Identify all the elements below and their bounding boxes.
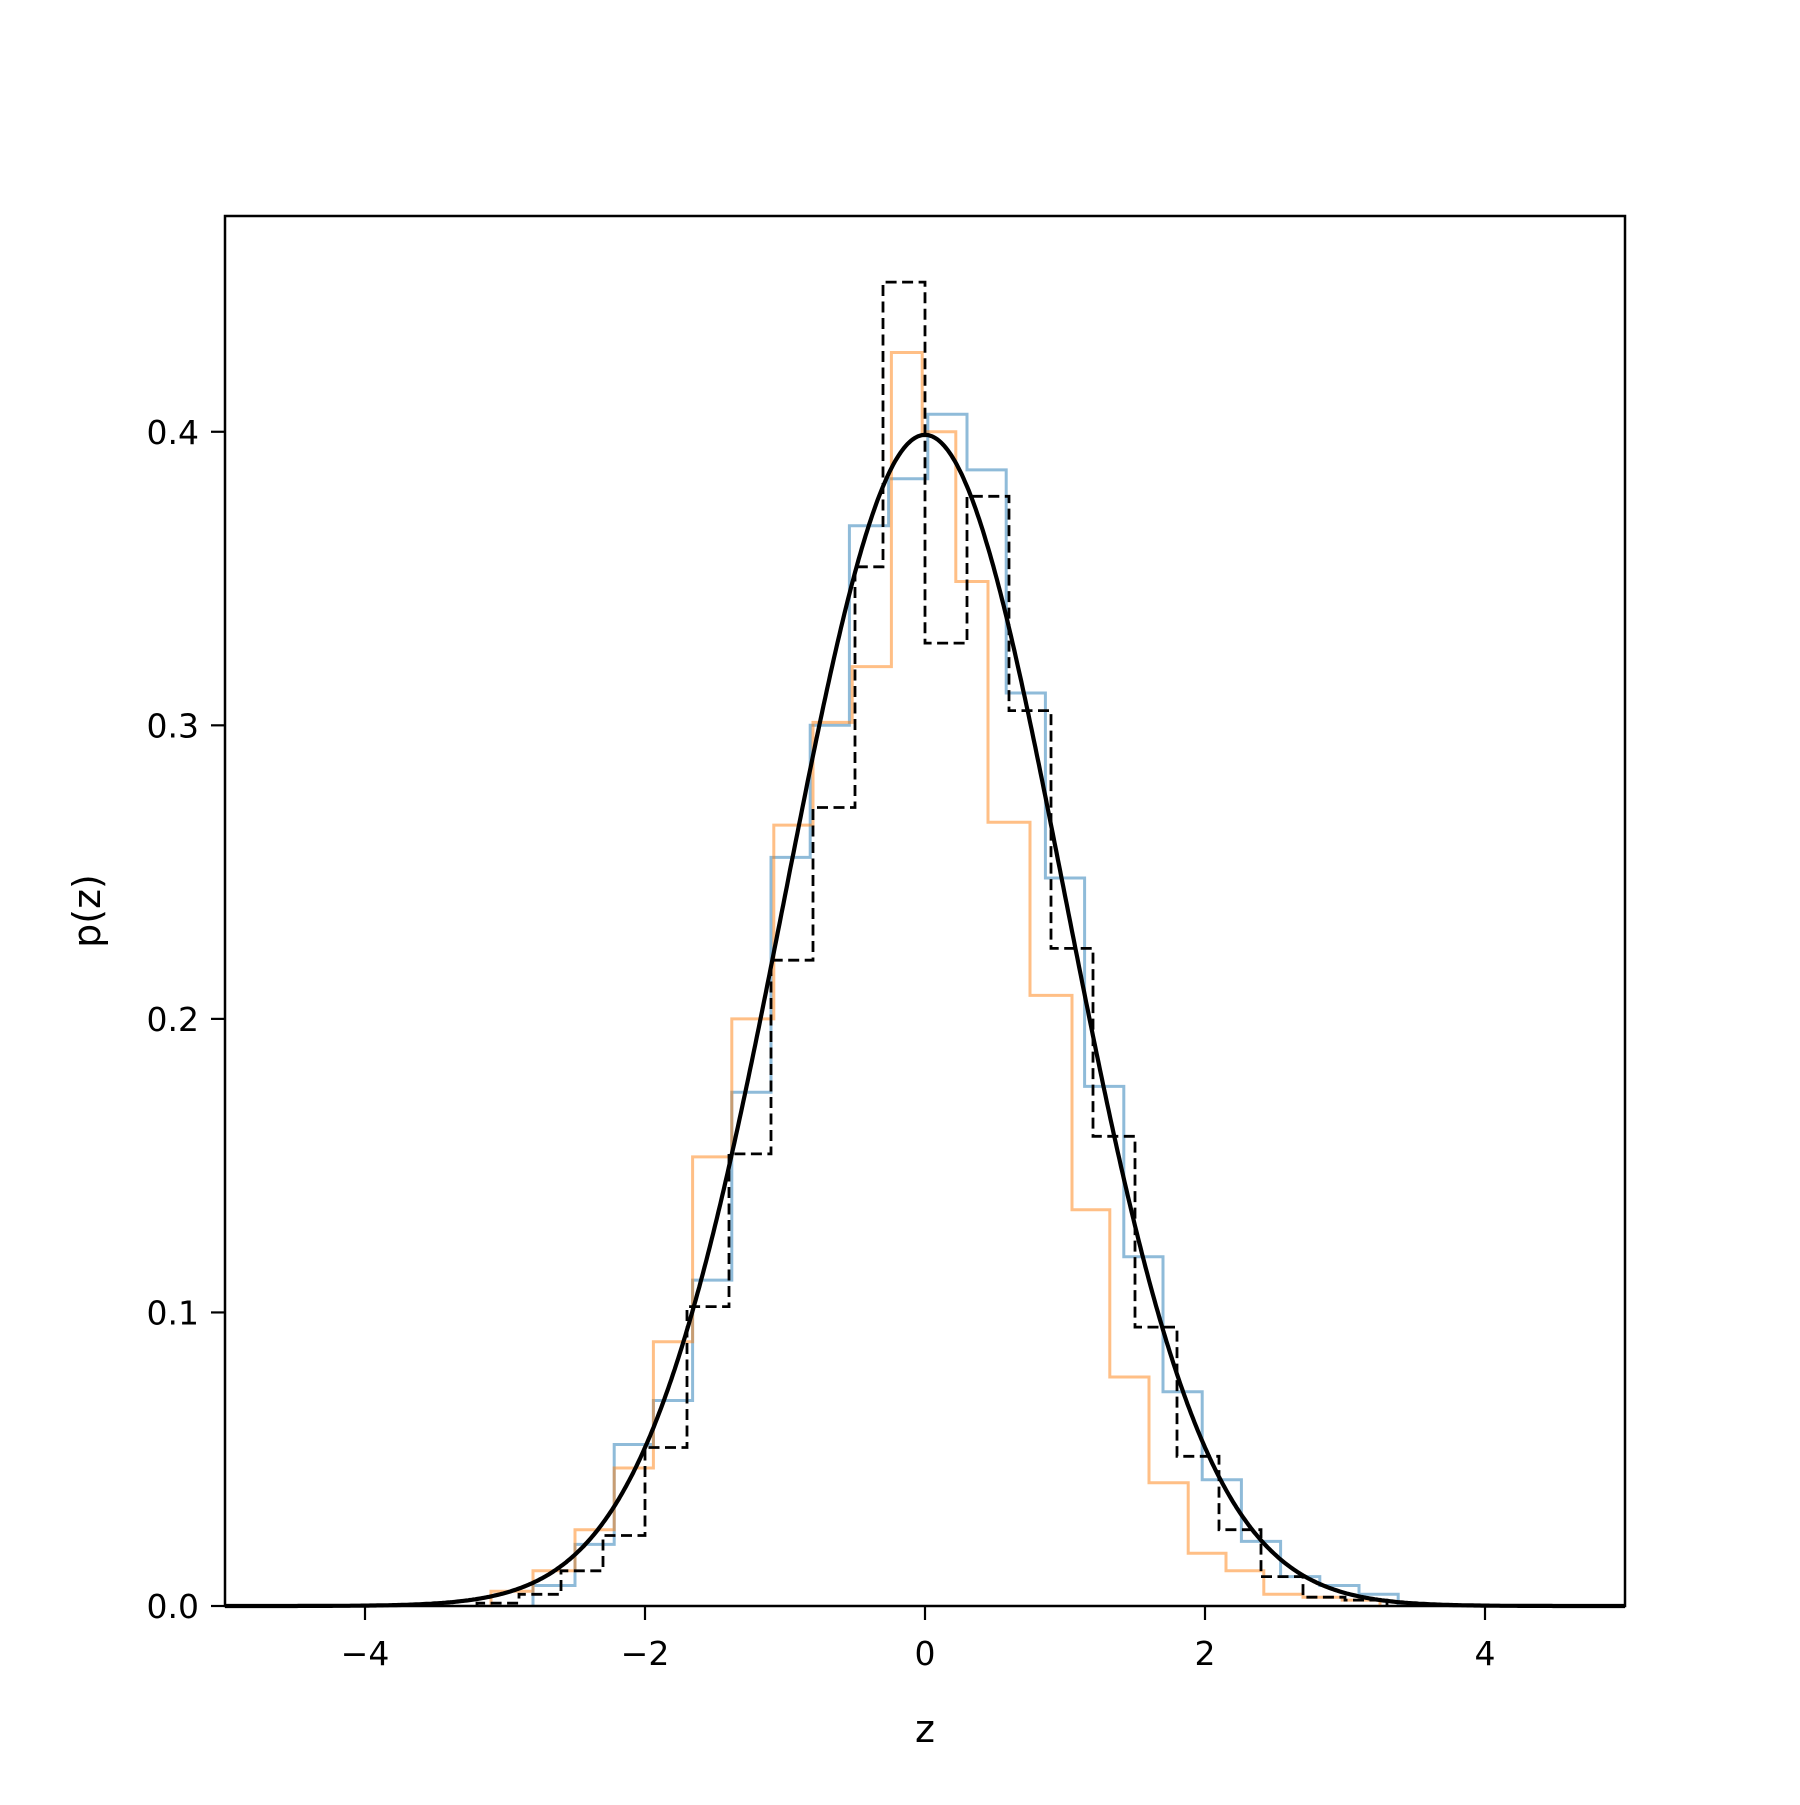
x-tick-label: 2 (1195, 1634, 1216, 1673)
y-axis-label: p(z) (65, 874, 109, 948)
x-axis: −4 −2 0 2 4 (341, 1606, 1496, 1673)
y-tick-label: 0.1 (147, 1293, 199, 1332)
normal-pdf-curve (225, 432, 1625, 1609)
x-tick-label: 4 (1475, 1634, 1496, 1673)
histogram-step-series-1 (531, 412, 1400, 1606)
y-tick-label: 0.3 (147, 706, 199, 745)
y-axis: 0.0 0.1 0.2 0.3 0.4 (147, 413, 225, 1626)
series-layer (225, 280, 1625, 1609)
histogram-step-series-3 (475, 280, 1389, 1606)
x-tick-label: 0 (915, 1634, 936, 1673)
histogram-step-series-2 (489, 351, 1382, 1606)
y-tick-label: 0.0 (147, 1587, 199, 1626)
y-tick-label: 0.2 (147, 1000, 199, 1039)
x-tick-label: −4 (341, 1634, 390, 1673)
x-tick-label: −2 (621, 1634, 670, 1673)
y-tick-label: 0.4 (147, 413, 199, 452)
x-axis-label: z (915, 1707, 935, 1751)
